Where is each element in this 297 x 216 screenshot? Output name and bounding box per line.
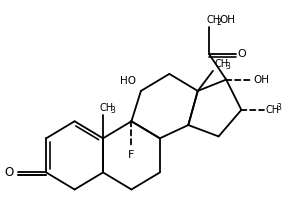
Text: 3: 3 (225, 62, 230, 71)
Text: O: O (4, 166, 13, 179)
Text: F: F (128, 150, 135, 160)
Text: CH: CH (206, 15, 220, 25)
Text: CH: CH (266, 105, 280, 115)
Text: 2: 2 (216, 17, 221, 27)
Text: O: O (238, 49, 246, 59)
Text: CH: CH (215, 59, 229, 69)
Text: 3: 3 (276, 103, 281, 112)
Text: HO: HO (120, 76, 136, 86)
Text: OH: OH (220, 15, 236, 25)
Text: 3: 3 (110, 106, 116, 115)
Text: CH: CH (100, 103, 114, 113)
Text: OH: OH (253, 75, 269, 85)
